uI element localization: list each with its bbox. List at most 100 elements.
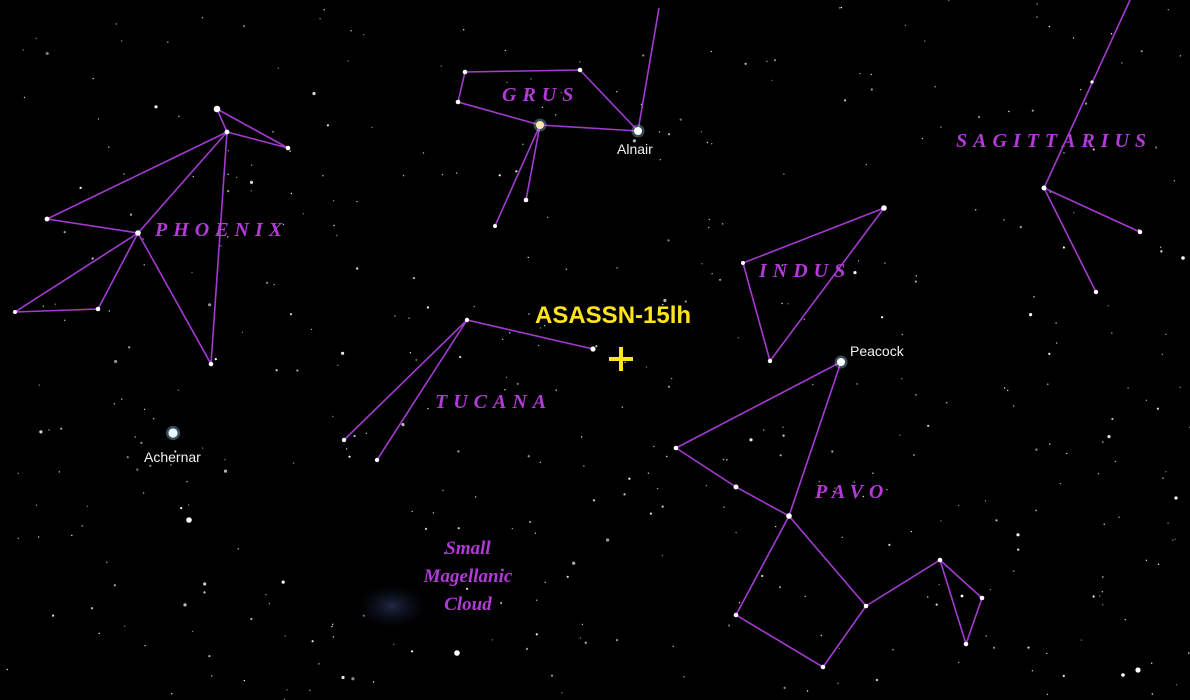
background-star [442, 489, 444, 491]
background-star [645, 366, 648, 368]
background-star [81, 525, 83, 527]
background-star [108, 310, 111, 312]
background-star [506, 81, 508, 84]
background-star [143, 264, 145, 266]
background-star [628, 477, 631, 480]
grus-lines [457, 69, 640, 132]
background-star [888, 543, 891, 547]
star [213, 105, 221, 113]
background-star [735, 531, 737, 534]
background-star [946, 402, 948, 404]
star [881, 205, 887, 211]
background-star [1062, 674, 1065, 678]
background-star [787, 303, 789, 305]
background-star [555, 389, 557, 391]
star [590, 346, 596, 352]
background-star [1157, 563, 1160, 565]
background-star [427, 407, 429, 410]
background-star [672, 645, 674, 648]
star [786, 513, 792, 519]
background-star [579, 61, 581, 63]
background-star [666, 455, 668, 458]
background-star [722, 223, 724, 225]
background-star [1066, 452, 1068, 455]
background-star [1092, 595, 1095, 598]
background-star [208, 303, 212, 307]
background-star [203, 591, 206, 594]
background-star [115, 23, 118, 25]
background-star [927, 424, 930, 427]
star [208, 361, 214, 367]
background-star [121, 398, 123, 400]
background-star [565, 268, 567, 270]
star [135, 230, 141, 236]
star [13, 310, 17, 314]
background-star [402, 175, 405, 177]
background-star [525, 647, 529, 651]
background-star [705, 484, 708, 487]
star [285, 145, 291, 151]
background-star [667, 385, 671, 388]
star [634, 127, 642, 135]
background-star [886, 488, 888, 491]
background-star [121, 40, 123, 42]
background-star [331, 625, 333, 628]
background-star [149, 464, 152, 467]
background-star [560, 92, 562, 94]
background-star [154, 105, 158, 109]
background-star [312, 91, 316, 96]
background-star [529, 520, 532, 524]
background-star [126, 456, 129, 459]
background-star [1173, 180, 1176, 182]
background-star [632, 139, 637, 143]
background-star [1165, 333, 1167, 336]
background-star [371, 126, 373, 129]
background-star [670, 377, 673, 380]
star [341, 437, 347, 443]
background-star [659, 159, 661, 161]
background-star [466, 587, 469, 590]
background-star [722, 458, 725, 461]
background-star [679, 118, 682, 121]
background-star [48, 429, 50, 431]
background-star [774, 525, 777, 528]
background-star [818, 480, 820, 483]
background-star [1140, 50, 1143, 53]
background-star [683, 676, 685, 678]
background-star [311, 640, 314, 643]
background-star [237, 548, 239, 550]
background-star [726, 459, 728, 461]
background-star [208, 655, 211, 658]
background-star [17, 472, 19, 475]
background-star [64, 319, 66, 321]
indus-lines [742, 206, 887, 363]
background-star [536, 599, 538, 601]
background-star [1114, 460, 1117, 463]
background-star [1036, 16, 1038, 18]
background-star [875, 678, 879, 682]
background-star [1046, 652, 1048, 655]
background-star [940, 126, 942, 128]
background-star [332, 636, 335, 638]
background-star [914, 280, 917, 283]
background-star [661, 554, 664, 557]
background-star [1161, 353, 1164, 356]
background-star [985, 635, 987, 637]
background-star [940, 520, 942, 522]
background-star [831, 450, 834, 453]
background-star [440, 65, 442, 67]
background-star [142, 492, 145, 494]
background-star [853, 271, 857, 275]
background-star [1055, 322, 1057, 324]
background-star [422, 152, 425, 154]
star [224, 129, 230, 135]
constellation-label-sagittarius: SAGITTARIUS [956, 130, 1153, 152]
background-star [773, 59, 777, 62]
constellation-label-pavo: PAVO [815, 481, 890, 503]
background-star [333, 224, 335, 227]
background-star [224, 458, 226, 461]
phoenix-lines-wing [12, 129, 228, 367]
background-star [1003, 387, 1006, 389]
small-magellanic-cloud-glow [358, 584, 426, 628]
